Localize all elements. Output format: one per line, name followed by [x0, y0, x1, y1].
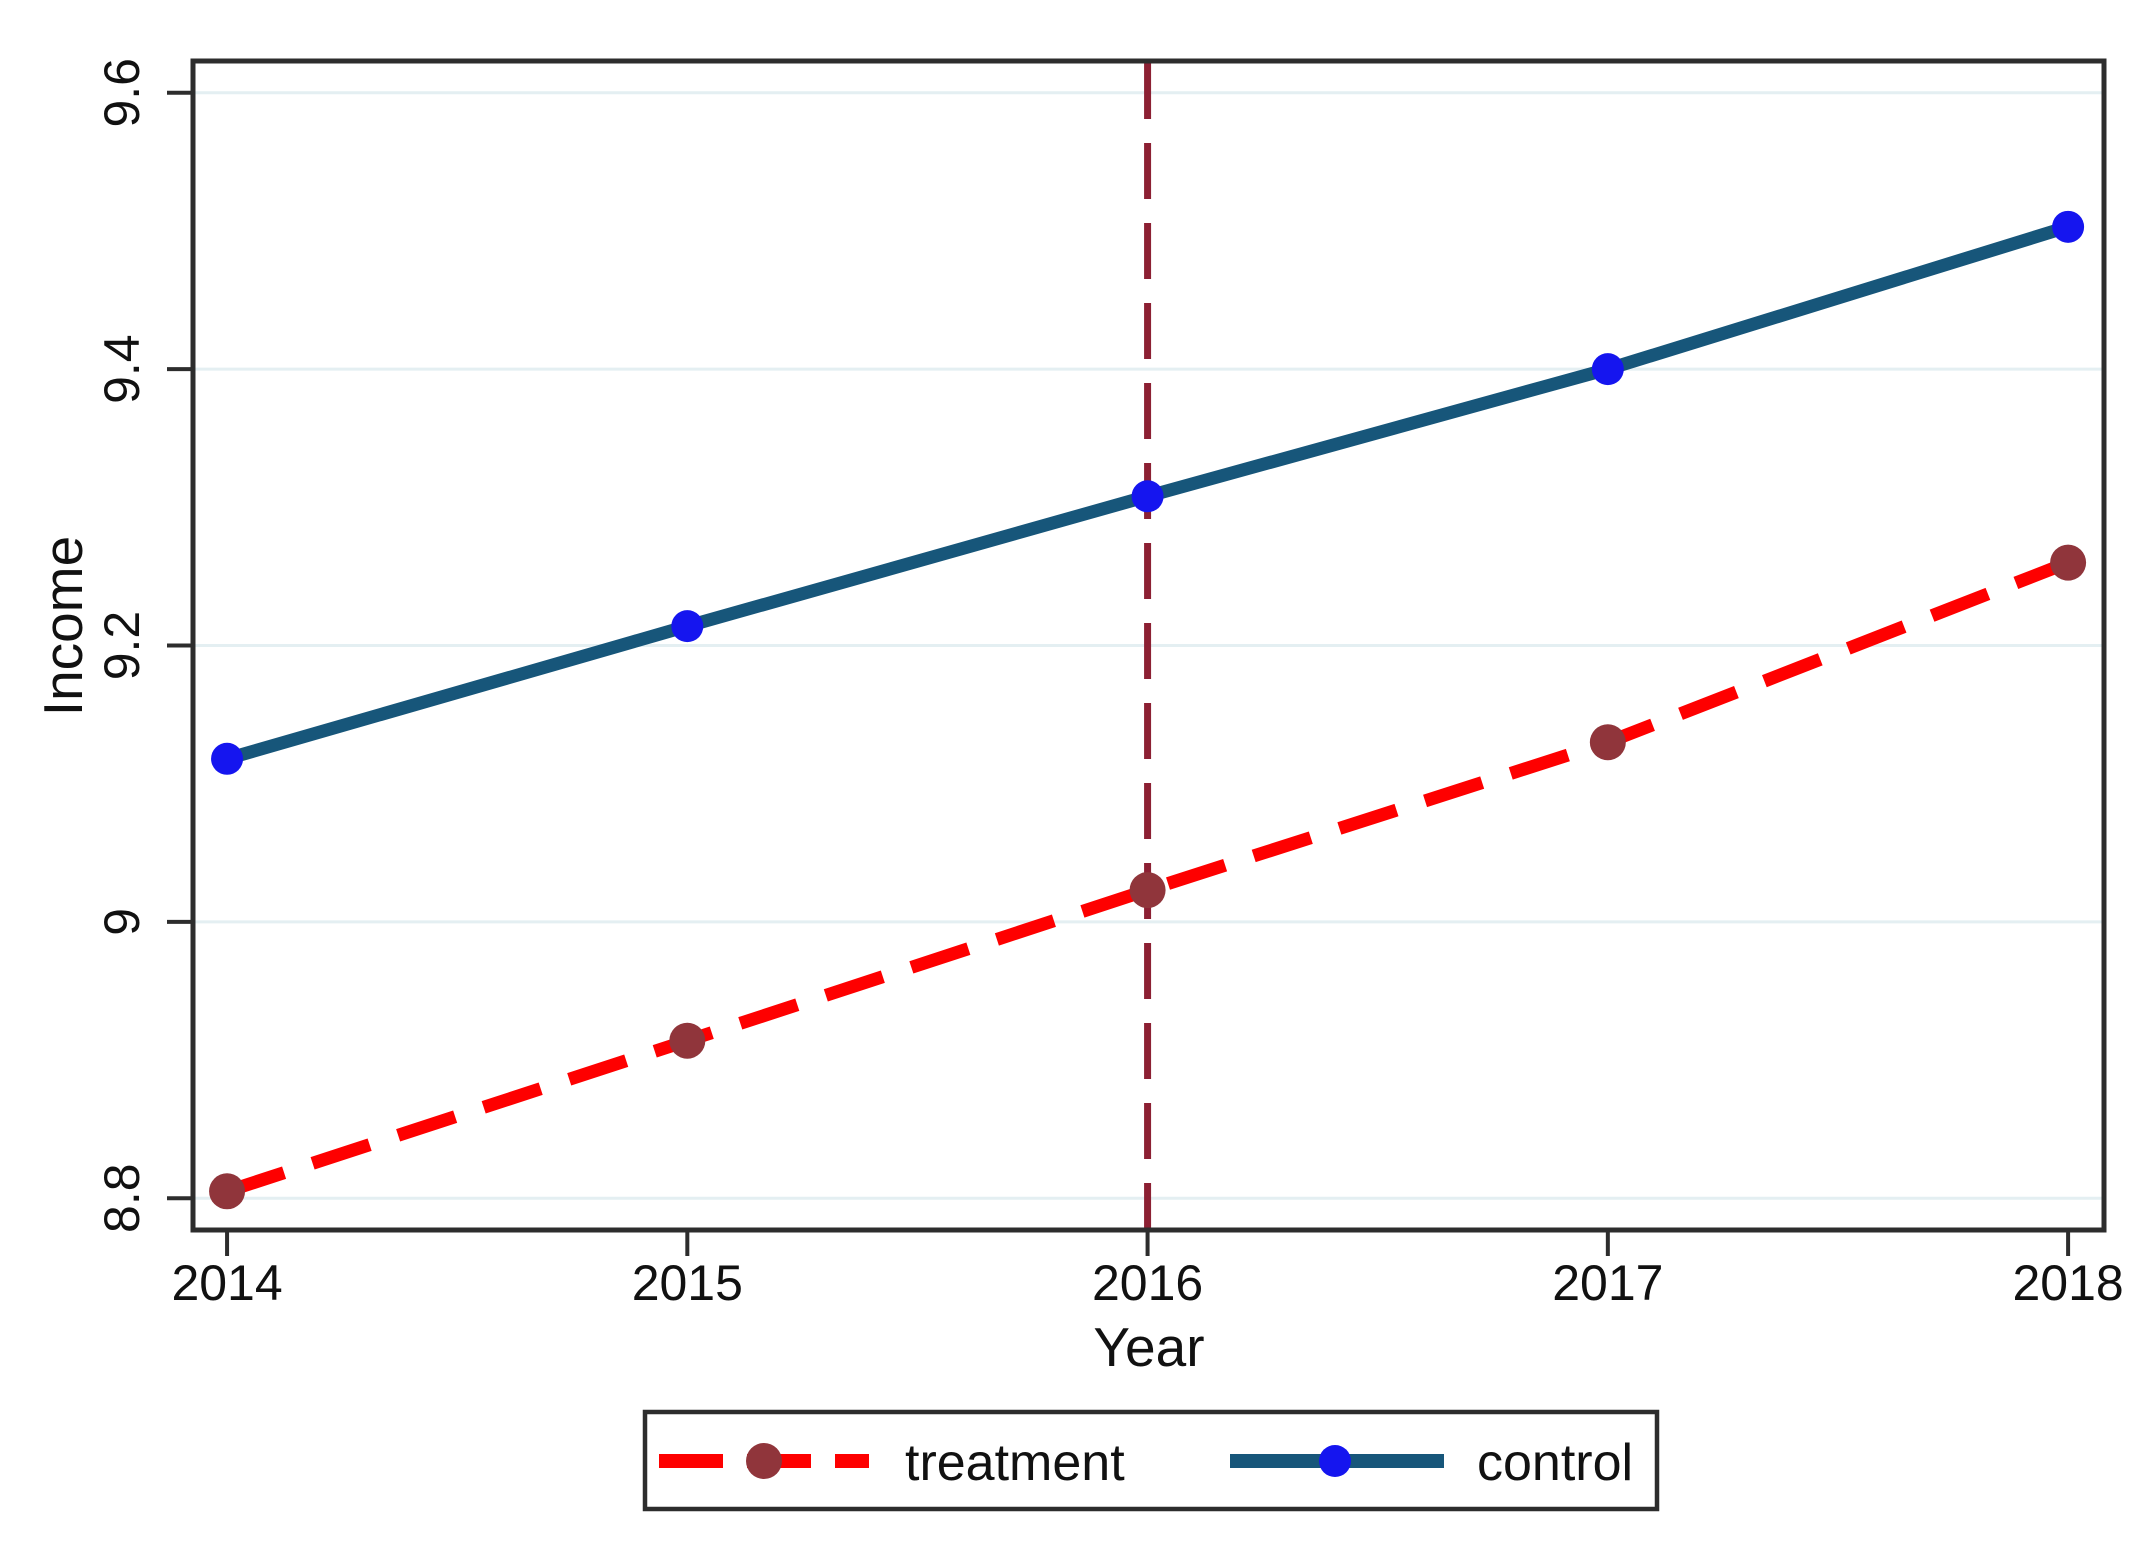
- marker-treatment-2018: [2050, 544, 2087, 581]
- marker-control-2018: [2052, 210, 2085, 243]
- y-tick-label-9.2: 9.2: [94, 611, 150, 681]
- x-tick-label-2016: 2016: [1092, 1255, 1203, 1311]
- x-tick-label-2015: 2015: [632, 1255, 743, 1311]
- y-axis-title: Income: [32, 536, 94, 716]
- marker-treatment-2015: [669, 1022, 706, 1059]
- series-line-treatment: [225, 556, 2071, 1198]
- x-axis-title: Year: [1093, 1316, 1204, 1378]
- marker-control-2016: [1131, 480, 1164, 513]
- x-tick-label-2017: 2017: [1552, 1255, 1663, 1311]
- marker-control-2017: [1591, 353, 1624, 386]
- marker-control-2014: [211, 742, 244, 775]
- legend-marker-treatment: [746, 1443, 782, 1479]
- legend-marker-control: [1319, 1445, 1351, 1477]
- marker-treatment-2014: [209, 1173, 246, 1210]
- y-tick-label-9.6: 9.6: [94, 58, 150, 128]
- x-tick-label-2018: 2018: [2012, 1255, 2123, 1311]
- marker-treatment-2017: [1589, 724, 1626, 761]
- legend-label-control: control: [1477, 1434, 1633, 1492]
- y-tick-label-8.8: 8.8: [94, 1163, 150, 1233]
- legend-box: [642, 1409, 1660, 1512]
- x-tick-label-2014: 2014: [171, 1255, 282, 1311]
- marker-treatment-2016: [1129, 872, 1166, 909]
- legend-label-treatment: treatment: [905, 1434, 1125, 1492]
- y-tick-label-9: 9: [94, 908, 150, 936]
- y-tick-label-9.4: 9.4: [94, 334, 150, 404]
- marker-control-2015: [671, 610, 704, 643]
